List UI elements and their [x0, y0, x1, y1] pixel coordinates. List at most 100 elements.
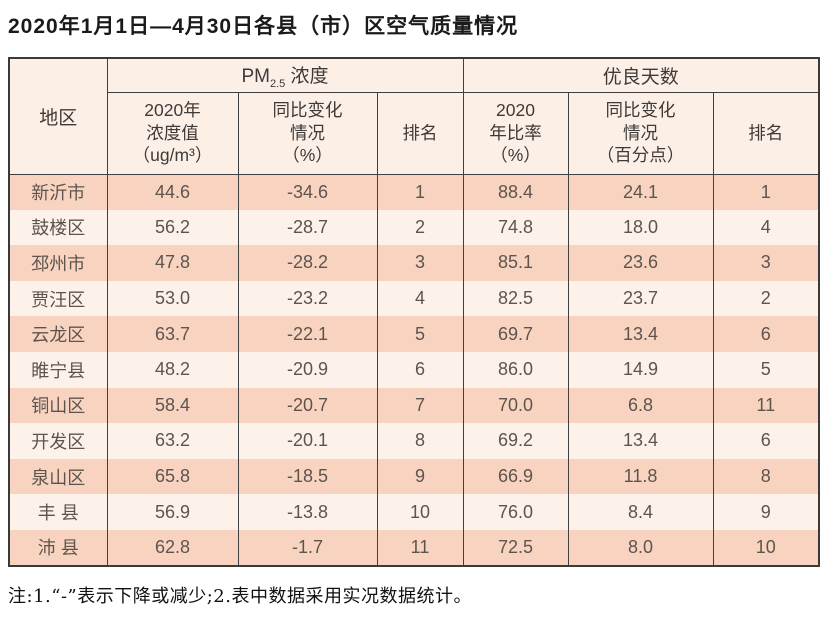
header-pm-value: 2020年 浓度值 （ug/m³） [106, 91, 239, 175]
cell-pm-rank: 8 [376, 423, 464, 459]
table-row: 贾汪区 53.0 -23.2 4 82.5 23.7 2 [8, 280, 820, 317]
cell-pm-rank: 2 [376, 209, 464, 246]
header-pm-change: 同比变化 情况 （%） [237, 91, 378, 175]
table-row: 邳州市 47.8 -28.2 3 85.1 23.6 3 [8, 245, 820, 281]
cell-ratio-rank: 5 [712, 351, 820, 388]
cell-region: 鼓楼区 [8, 209, 108, 246]
cell-pm-change: -28.7 [237, 209, 378, 246]
cell-pm-value: 63.7 [106, 316, 239, 352]
cell-good-ratio: 70.0 [462, 387, 569, 424]
cell-good-ratio: 69.7 [462, 316, 569, 352]
header-ratio-rank: 排名 [712, 91, 820, 175]
cell-pm-change: -20.9 [237, 351, 378, 388]
cell-pm-value: 53.0 [106, 280, 239, 317]
cell-ratio-rank: 2 [712, 280, 820, 317]
table-row: 泉山区 65.8 -18.5 9 66.9 11.8 8 [8, 458, 820, 495]
cell-pm-change: -28.2 [237, 245, 378, 281]
cell-good-ratio: 74.8 [462, 209, 569, 246]
cell-ratio-change: 6.8 [567, 387, 714, 424]
cell-region: 贾汪区 [8, 280, 108, 317]
cell-pm-value: 56.9 [106, 494, 239, 530]
air-quality-table: 地区 PM2.5 浓度 优良天数 2020年 浓度值 （ug/m³） 同比变化 … [8, 57, 821, 567]
cell-region: 沛 县 [8, 529, 108, 566]
cell-ratio-change: 13.4 [567, 423, 714, 459]
cell-ratio-rank: 9 [712, 494, 820, 530]
cell-ratio-change: 11.8 [567, 458, 714, 495]
cell-pm-rank: 4 [376, 280, 464, 317]
cell-region: 睢宁县 [8, 351, 108, 388]
table-row: 开发区 63.2 -20.1 8 69.2 13.4 6 [8, 423, 820, 459]
cell-good-ratio: 66.9 [462, 458, 569, 495]
header-good-ratio: 2020 年比率 （%） [462, 91, 569, 175]
cell-ratio-change: 14.9 [567, 351, 714, 388]
header-pm25-group: PM2.5 浓度 [106, 57, 464, 93]
cell-pm-change: -13.8 [237, 494, 378, 530]
cell-region: 邳州市 [8, 245, 108, 281]
header-good-days-group: 优良天数 [462, 57, 820, 93]
cell-pm-rank: 11 [376, 529, 464, 566]
cell-ratio-change: 23.6 [567, 245, 714, 281]
cell-ratio-rank: 10 [712, 529, 820, 566]
cell-ratio-rank: 6 [712, 316, 820, 352]
cell-pm-value: 56.2 [106, 209, 239, 246]
cell-pm-change: -34.6 [237, 174, 378, 210]
header-pm-rank: 排名 [376, 91, 464, 175]
table-row: 沛 县 62.8 -1.7 11 72.5 8.0 10 [8, 529, 820, 566]
page-title: 2020年1月1日—4月30日各县（市）区空气质量情况 [8, 15, 519, 38]
cell-pm-rank: 3 [376, 245, 464, 281]
header-group-row: 地区 PM2.5 浓度 优良天数 [8, 57, 820, 175]
table-body: 新沂市 44.6 -34.6 1 88.4 24.1 1 鼓楼区 56.2 -28.7 2 74.8 1… [8, 174, 820, 566]
pm25-label-subscript: 2.5 [269, 77, 286, 90]
cell-ratio-rank: 11 [712, 387, 820, 424]
pm25-label-prefix: PM [241, 65, 270, 87]
cell-pm-rank: 7 [376, 387, 464, 424]
header-region: 地区 [8, 57, 108, 175]
cell-ratio-change: 8.4 [567, 494, 714, 530]
table-header: 地区 PM2.5 浓度 优良天数 2020年 浓度值 （ug/m³） 同比变化 … [8, 57, 820, 175]
cell-pm-change: -22.1 [237, 316, 378, 352]
cell-region: 云龙区 [8, 316, 108, 352]
footnote: 注:1.“-”表示下降或减少;2.表中数据采用实况数据统计。 [8, 585, 472, 607]
cell-pm-rank: 6 [376, 351, 464, 388]
cell-region: 开发区 [8, 423, 108, 459]
table-row: 睢宁县 48.2 -20.9 6 86.0 14.9 5 [8, 351, 820, 388]
cell-ratio-rank: 1 [712, 174, 820, 210]
cell-pm-value: 63.2 [106, 423, 239, 459]
cell-good-ratio: 72.5 [462, 529, 569, 566]
cell-pm-value: 44.6 [106, 174, 239, 210]
cell-good-ratio: 88.4 [462, 174, 569, 210]
cell-pm-value: 62.8 [106, 529, 239, 566]
cell-good-ratio: 76.0 [462, 494, 569, 530]
cell-region: 铜山区 [8, 387, 108, 424]
cell-pm-rank: 10 [376, 494, 464, 530]
cell-pm-rank: 5 [376, 316, 464, 352]
header-sub-row: 2020年 浓度值 （ug/m³） 同比变化 情况 （%） 排名 2020 年比… [9, 91, 820, 175]
cell-pm-change: -18.5 [237, 458, 378, 495]
table-row: 丰 县 56.9 -13.8 10 76.0 8.4 9 [8, 494, 820, 530]
table-row: 新沂市 44.6 -34.6 1 88.4 24.1 1 [8, 174, 820, 210]
cell-pm-rank: 1 [376, 174, 464, 210]
cell-ratio-rank: 6 [712, 423, 820, 459]
table-row: 铜山区 58.4 -20.7 7 70.0 6.8 11 [8, 387, 820, 424]
cell-ratio-change: 13.4 [567, 316, 714, 352]
cell-ratio-change: 8.0 [567, 529, 714, 566]
table-row: 鼓楼区 56.2 -28.7 2 74.8 18.0 4 [8, 209, 820, 246]
cell-ratio-change: 24.1 [567, 174, 714, 210]
pm25-label-suffix: 浓度 [285, 65, 329, 87]
cell-pm-change: -20.7 [237, 387, 378, 424]
cell-good-ratio: 69.2 [462, 423, 569, 459]
cell-ratio-rank: 8 [712, 458, 820, 495]
header-ratio-change: 同比变化 情况 （百分点） [567, 91, 714, 175]
cell-pm-change: -20.1 [237, 423, 378, 459]
cell-pm-value: 65.8 [106, 458, 239, 495]
cell-ratio-change: 18.0 [567, 209, 714, 246]
table-row: 云龙区 63.7 -22.1 5 69.7 13.4 6 [8, 316, 820, 352]
cell-region: 泉山区 [8, 458, 108, 495]
cell-ratio-rank: 4 [712, 209, 820, 246]
cell-pm-rank: 9 [376, 458, 464, 495]
cell-region: 丰 县 [8, 494, 108, 530]
cell-pm-change: -23.2 [237, 280, 378, 317]
cell-good-ratio: 86.0 [462, 351, 569, 388]
cell-good-ratio: 85.1 [462, 245, 569, 281]
